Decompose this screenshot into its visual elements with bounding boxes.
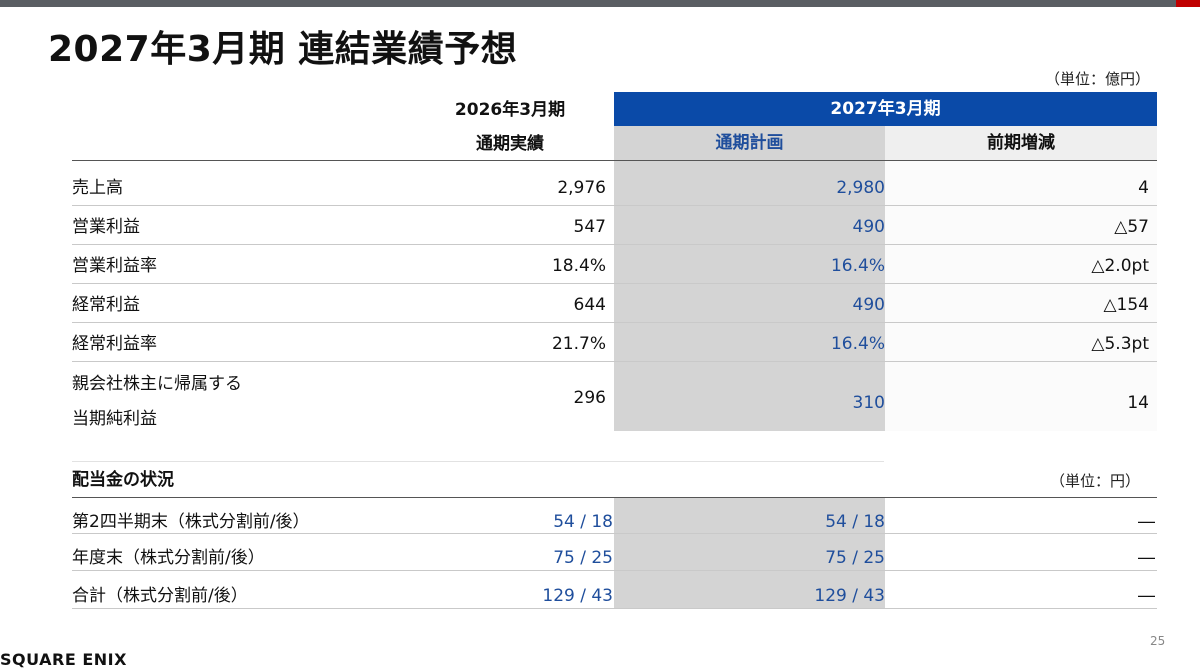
dividend-plan-column-bg (614, 498, 885, 608)
dividend-actual-total: 129 / 43 (542, 586, 613, 606)
page-number: 25 (1150, 634, 1166, 648)
row-change-operating-income: △57 (1114, 217, 1149, 237)
dividend-label-q2: 第2四半期末（株式分割前/後） (72, 512, 310, 532)
header-plan: 通期計画 (614, 126, 885, 160)
row-divider (72, 608, 1157, 609)
row-label-ordinary-income: 経常利益 (72, 295, 140, 315)
row-label-operating-income: 営業利益 (72, 217, 140, 237)
top-bar-accent (1176, 0, 1200, 7)
dividend-change-q2: ― (1138, 512, 1155, 532)
row-actual-operating-income: 547 (573, 217, 606, 237)
header-change: 前期増減 (885, 126, 1157, 160)
unit-label-dividend: （単位：円） (1050, 472, 1141, 490)
dividend-plan-q2: 54 / 18 (825, 512, 885, 532)
page-title: 2027年3月期 連結業績予想 (48, 29, 518, 70)
header-prev-year: 2026年3月期 (454, 100, 566, 120)
top-bar (0, 0, 1200, 7)
dividend-top-divider (72, 461, 884, 462)
plan-column-bg (614, 161, 885, 431)
row-divider (72, 205, 1157, 206)
row-label-ordinary-margin: 経常利益率 (72, 334, 157, 354)
dividend-label-year-end: 年度末（株式分割前/後） (72, 548, 265, 568)
row-plan-net-income: 310 (852, 393, 885, 413)
row-plan-ordinary-income: 490 (852, 295, 885, 315)
dividend-change-year-end: ― (1138, 548, 1155, 568)
dividend-plan-total: 129 / 43 (814, 586, 885, 606)
dividend-heading: 配当金の状況 (72, 470, 174, 490)
row-change-operating-margin: △2.0pt (1091, 256, 1149, 276)
change-column-bg (885, 161, 1157, 431)
row-divider (72, 283, 1157, 284)
row-label-net-income-2: 当期純利益 (72, 409, 157, 429)
row-actual-ordinary-margin: 21.7% (551, 334, 606, 354)
dividend-header-divider (72, 497, 1157, 498)
row-actual-operating-margin: 18.4% (551, 256, 606, 276)
row-label-operating-margin: 営業利益率 (72, 256, 157, 276)
square-enix-logo: SQUARE ENIX (0, 650, 127, 669)
row-actual-sales: 2,976 (557, 178, 606, 198)
row-divider (72, 322, 1157, 323)
row-plan-operating-margin: 16.4% (830, 256, 885, 276)
row-change-ordinary-income: △154 (1103, 295, 1149, 315)
row-divider (72, 244, 1157, 245)
header-divider (72, 160, 1157, 161)
dividend-change-total: ― (1138, 586, 1155, 606)
row-change-sales: 4 (1138, 178, 1149, 198)
row-change-ordinary-margin: △5.3pt (1091, 334, 1149, 354)
row-label-sales: 売上高 (72, 178, 123, 198)
dividend-actual-year-end: 75 / 25 (553, 548, 613, 568)
dividend-plan-year-end: 75 / 25 (825, 548, 885, 568)
row-plan-ordinary-margin: 16.4% (830, 334, 885, 354)
row-divider (72, 570, 1157, 571)
row-actual-ordinary-income: 644 (573, 295, 606, 315)
dividend-label-total: 合計（株式分割前/後） (72, 586, 248, 606)
row-plan-sales: 2,980 (836, 178, 885, 198)
row-actual-net-income: 296 (573, 388, 606, 408)
unit-label-forecast: （単位：億円） (1045, 70, 1151, 88)
header-next-year: 2027年3月期 (614, 92, 1157, 126)
row-label-net-income-1: 親会社株主に帰属する (72, 374, 242, 394)
row-divider (72, 533, 1157, 534)
row-change-net-income: 14 (1127, 393, 1149, 413)
row-divider (72, 361, 1157, 362)
row-plan-operating-income: 490 (852, 217, 885, 237)
dividend-actual-q2: 54 / 18 (553, 512, 613, 532)
header-prev-actual: 通期実績 (476, 134, 544, 154)
